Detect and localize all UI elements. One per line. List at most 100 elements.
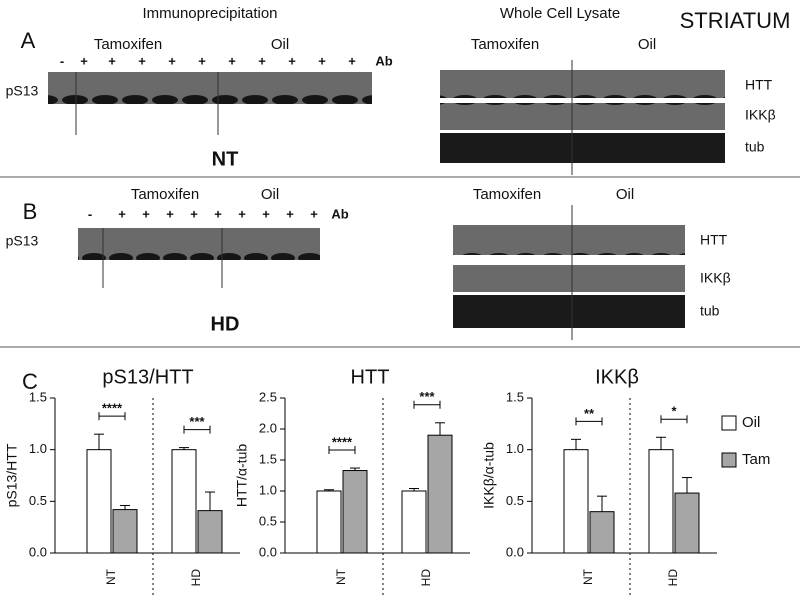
x-tick-label: HD (419, 569, 433, 587)
lane-mark: + (108, 53, 116, 68)
blot (48, 72, 372, 104)
bar (401, 490, 427, 554)
ip-title: Immunoprecipitation (142, 5, 277, 22)
chart-title: IKKβ (595, 366, 639, 388)
y-tick-label: 1.5 (506, 389, 524, 404)
bar (112, 509, 138, 554)
lane-mark: + (348, 53, 356, 68)
y-axis-label: pS13/HTT (4, 443, 20, 507)
bar (316, 490, 342, 554)
blot-label: IKKβ (745, 107, 776, 123)
legend-swatch (721, 415, 737, 431)
lane-mark: + (138, 53, 146, 68)
bar (86, 449, 112, 554)
bar (197, 510, 223, 554)
group-label: Tamoxifen (131, 186, 199, 203)
significance-label: **** (332, 434, 353, 449)
genotype-label: NT (212, 148, 239, 170)
blot (453, 225, 685, 255)
lane-mark: + (286, 206, 294, 221)
x-tick-label: HD (666, 569, 680, 587)
legend-label: Oil (742, 414, 760, 431)
lane-mark: + (142, 206, 150, 221)
chart-title: HTT (351, 366, 390, 388)
group-label: Tamoxifen (471, 36, 539, 53)
panel-letter: A (21, 28, 36, 53)
row-label: pS13 (6, 233, 39, 249)
bar (648, 449, 674, 554)
lane-mark: + (258, 53, 266, 68)
lane-mark: + (318, 53, 326, 68)
significance-label: *** (189, 414, 205, 429)
wcl-title: Whole Cell Lysate (500, 5, 620, 22)
x-tick-label: NT (581, 568, 595, 585)
group-label: Tamoxifen (94, 36, 162, 53)
lane-mark: + (168, 53, 176, 68)
y-tick-label: 1.5 (29, 389, 47, 404)
significance-label: **** (102, 401, 123, 416)
blot (453, 295, 685, 328)
group-label: Oil (638, 36, 656, 53)
lane-mark: + (80, 53, 88, 68)
region-label: STRIATUM (680, 8, 791, 33)
x-tick-label: NT (334, 568, 348, 585)
legend-swatch (721, 452, 737, 468)
y-tick-label: 0.5 (29, 493, 47, 508)
bar (589, 511, 615, 554)
group-label: Tamoxifen (473, 186, 541, 203)
blot-label: HTT (700, 232, 728, 248)
panel-letter: B (23, 199, 38, 224)
y-tick-label: 2.5 (259, 389, 277, 404)
significance-label: ** (584, 406, 595, 421)
y-tick-label: 0.0 (506, 544, 524, 559)
y-tick-label: 0.0 (259, 544, 277, 559)
blot (440, 103, 725, 130)
y-tick-label: 0.5 (506, 493, 524, 508)
lane-mark: + (228, 53, 236, 68)
x-tick-label: NT (104, 568, 118, 585)
bar (563, 449, 589, 554)
group-label: Oil (616, 186, 634, 203)
y-axis-label: HTT/α-tub (234, 444, 250, 508)
group-label: Oil (271, 36, 289, 53)
blot-label: tub (700, 303, 720, 319)
blot (78, 228, 320, 260)
y-tick-label: 1.0 (29, 441, 47, 456)
blot (440, 133, 725, 163)
genotype-label: HD (211, 313, 240, 335)
y-tick-label: 2.0 (259, 420, 277, 435)
x-tick-label: HD (189, 569, 203, 587)
blot-label: tub (745, 139, 765, 155)
bar (427, 434, 453, 554)
y-tick-label: 1.0 (259, 482, 277, 497)
lane-mark: + (214, 206, 222, 221)
y-tick-label: 0.0 (29, 544, 47, 559)
lane-mark: + (198, 53, 206, 68)
blot (440, 70, 725, 98)
ab-label: Ab (331, 206, 348, 221)
lane-mark: + (310, 206, 318, 221)
ab-label: Ab (375, 53, 392, 68)
significance-label: *** (419, 389, 435, 404)
lane-mark: + (190, 206, 198, 221)
lane-mark: - (88, 206, 92, 221)
row-label: pS13 (6, 83, 39, 99)
bar (342, 470, 368, 554)
lane-mark: + (288, 53, 296, 68)
lane-mark: + (262, 206, 270, 221)
y-tick-label: 0.5 (259, 513, 277, 528)
chart-title: pS13/HTT (102, 366, 193, 388)
y-tick-label: 1.0 (506, 441, 524, 456)
y-axis-label: IKKβ/α-tub (481, 442, 497, 509)
significance-label: * (671, 404, 677, 419)
legend-label: Tam (742, 451, 770, 468)
lane-mark: + (238, 206, 246, 221)
bar (171, 449, 197, 554)
blot-label: IKKβ (700, 270, 731, 286)
blot (453, 265, 685, 292)
bar (674, 492, 700, 554)
lane-mark: + (166, 206, 174, 221)
panel-letter: C (22, 369, 38, 394)
lane-mark: - (60, 53, 64, 68)
